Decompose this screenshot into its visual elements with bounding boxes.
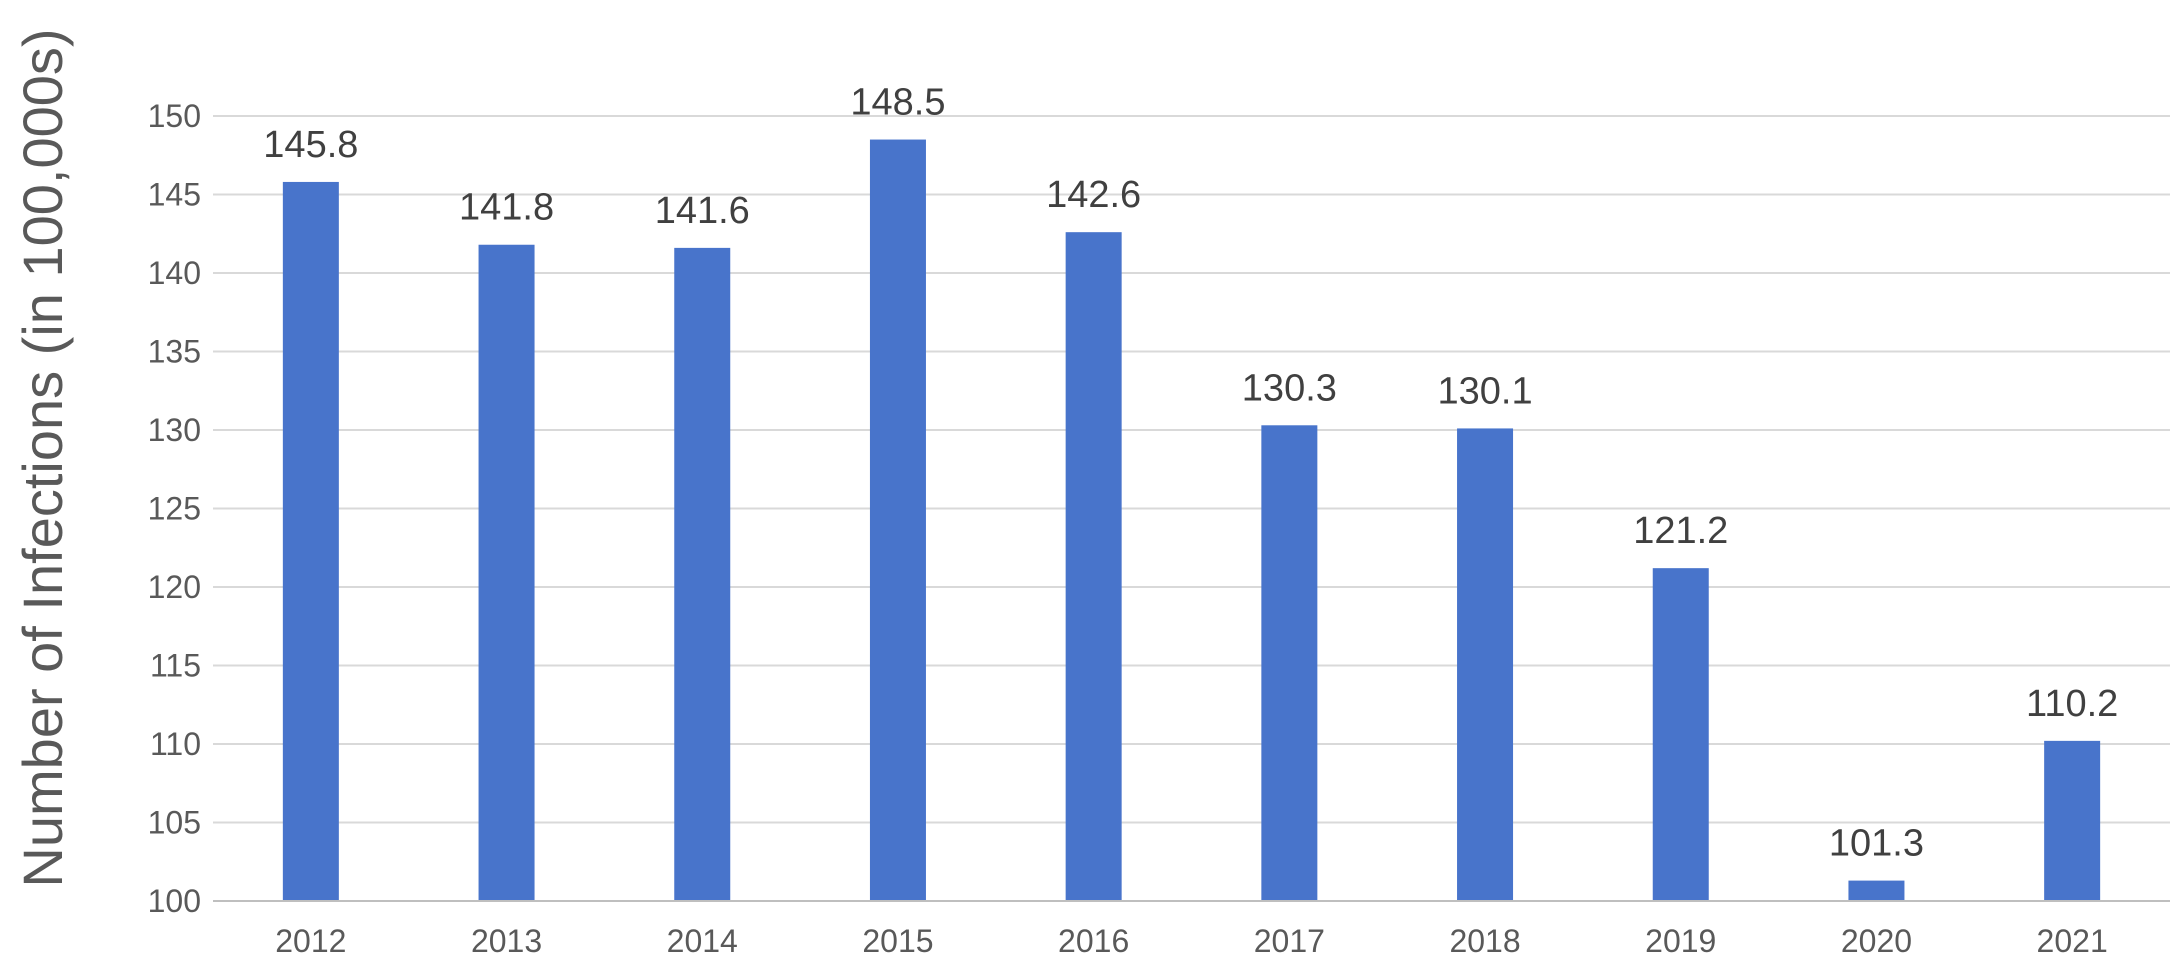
x-tick-label-2017: 2017: [1254, 923, 1325, 959]
bar-2016: [1065, 232, 1122, 901]
bar-2014: [674, 247, 731, 901]
bar-2012: [282, 181, 339, 901]
y-tick-label: 105: [148, 805, 201, 841]
x-tick-label-2012: 2012: [275, 923, 346, 959]
data-labels: 145.8 141.8 141.6 148.5 142.6 130.3 130.1 121.2…: [263, 82, 2118, 865]
x-tick-label-2019: 2019: [1645, 923, 1716, 959]
bar-2018: [1457, 428, 1514, 901]
x-tick-label-2016: 2016: [1058, 923, 1129, 959]
x-tick-label-2015: 2015: [862, 923, 933, 959]
data-label-2020: 101.3: [1829, 823, 1924, 865]
y-axis-title: Number of Infections (in 100,000s): [11, 28, 74, 887]
bars: [282, 139, 2101, 902]
bar-2015: [869, 139, 926, 902]
data-label-2018: 130.1: [1438, 370, 1533, 412]
y-tick-label: 130: [148, 412, 201, 448]
bar-2020: [1848, 880, 1905, 901]
data-label-2019: 121.2: [1633, 510, 1728, 552]
data-label-2016: 142.6: [1046, 174, 1141, 216]
data-label-2021: 110.2: [2026, 683, 2118, 725]
y-tick-label: 120: [148, 569, 201, 605]
x-tick-label-2018: 2018: [1449, 923, 1520, 959]
y-tick-label: 150: [148, 98, 201, 134]
data-label-2017: 130.3: [1242, 367, 1337, 409]
y-tick-label: 135: [148, 334, 201, 370]
data-label-2013: 141.8: [459, 187, 554, 229]
gridlines: [213, 115, 2170, 824]
x-tick-label-2020: 2020: [1841, 923, 1912, 959]
y-tick-label: 115: [150, 648, 201, 684]
y-tick-label: 100: [148, 883, 201, 919]
bar-2013: [478, 244, 535, 902]
x-tick-label-2014: 2014: [667, 923, 738, 959]
bar-2017: [1261, 425, 1318, 901]
bar-2019: [1652, 568, 1709, 901]
y-tick-label: 110: [150, 726, 201, 762]
data-label-2014: 141.6: [655, 190, 750, 232]
x-tick-label-2021: 2021: [2037, 923, 2108, 959]
y-tick-label: 140: [148, 255, 201, 291]
y-tick-label: 145: [148, 177, 201, 213]
y-tick-label: 125: [148, 491, 201, 527]
bar-2021: [2044, 740, 2101, 901]
x-tick-label-2013: 2013: [471, 923, 542, 959]
data-label-2012: 145.8: [263, 124, 358, 166]
data-label-2015: 148.5: [850, 82, 945, 124]
axes: 100 105 110 115 120 125 130 135 140 145 150 2012 201…: [148, 98, 2170, 959]
